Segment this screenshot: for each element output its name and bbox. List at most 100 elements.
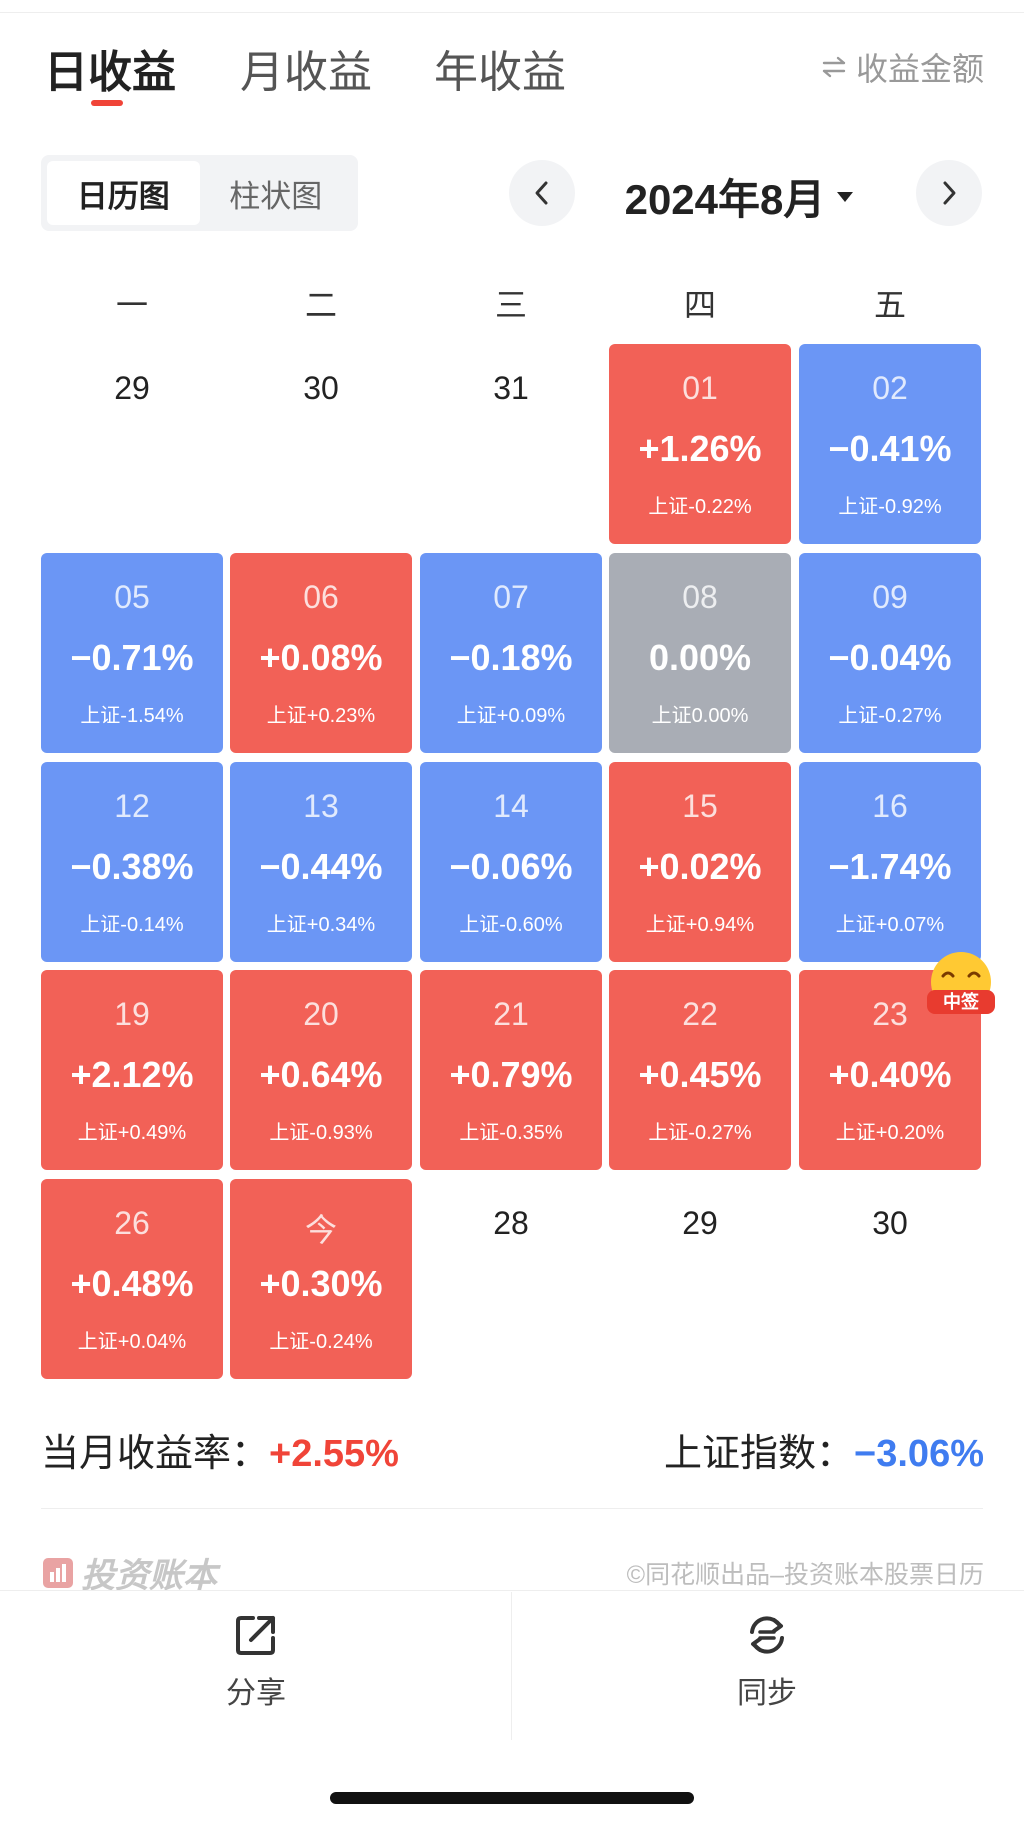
day-return: +0.08% (259, 637, 383, 678)
prev-month-button[interactable] (509, 160, 575, 226)
day-number: 20 (303, 996, 339, 1032)
day-index-return: 上证0.00% (651, 705, 749, 727)
chevron-left-icon (535, 181, 548, 205)
view-calendar-button[interactable]: 日历图 (47, 161, 200, 225)
day-return: −0.38% (70, 846, 194, 887)
calendar-day-cell[interactable]: 05 −0.71% 上证-1.54% (41, 553, 223, 753)
calendar-day-cell[interactable]: 19 +2.12% 上证+0.49% (41, 970, 223, 1170)
weekday-thu: 四 (683, 287, 716, 323)
calendar-day-cell: 29 (609, 1179, 791, 1379)
day-number: 23 (872, 996, 908, 1032)
top-divider (0, 12, 1024, 13)
amount-toggle-button[interactable]: 收益金额 (820, 44, 984, 90)
bottom-bar-divider (511, 1592, 512, 1740)
calendar-day-cell[interactable]: 今 +0.30% 上证-0.24% (230, 1179, 412, 1379)
calendar-day-cell[interactable]: 01 +1.26% 上证-0.22% (609, 344, 791, 544)
day-index-return: 上证+0.04% (77, 1331, 187, 1353)
day-number: 06 (303, 579, 339, 615)
day-number: 16 (872, 788, 908, 824)
weekday-fri: 五 (873, 287, 906, 323)
day-return: −0.06% (449, 846, 573, 887)
day-return: −0.04% (828, 637, 952, 678)
day-number: 30 (872, 1205, 908, 1241)
next-month-button[interactable] (916, 160, 982, 226)
bottom-action-bar (0, 1590, 1024, 1740)
calendar-day-cell[interactable]: 09 −0.04% 上证-0.27% (799, 553, 981, 753)
day-index-return: 上证+0.20% (835, 1122, 945, 1144)
day-number: 22 (682, 996, 718, 1032)
day-return: −0.44% (259, 846, 383, 887)
day-return: −1.74% (828, 846, 952, 887)
calendar-day-cell[interactable]: 20 +0.64% 上证-0.93% (230, 970, 412, 1170)
weekday-wed: 三 (494, 287, 527, 323)
day-index-return: 上证+0.49% (77, 1122, 187, 1144)
month-return-value: +2.55% (269, 1433, 399, 1475)
calendar-day-cell: 29 (41, 344, 223, 544)
day-index-return: 上证+0.23% (266, 705, 376, 727)
day-number: 12 (114, 788, 150, 824)
day-index-return: 上证+0.94% (645, 914, 755, 936)
day-index-return: 上证-0.24% (269, 1331, 373, 1353)
index-value: −3.06% (854, 1433, 984, 1475)
weekday-mon: 一 (115, 287, 148, 323)
calendar-day-cell[interactable]: 22 +0.45% 上证-0.27% (609, 970, 791, 1170)
brand-name: 投资账本 (81, 1557, 217, 1595)
summary-divider (41, 1508, 983, 1509)
calendar-day-cell[interactable]: 15 +0.02% 上证+0.94% (609, 762, 791, 962)
calendar-day-cell[interactable]: 12 −0.38% 上证-0.14% (41, 762, 223, 962)
tab-yearly[interactable]: 年收益 (434, 48, 566, 97)
day-return: −0.71% (70, 637, 194, 678)
day-return: 0.00% (648, 637, 752, 678)
share-button[interactable]: 分享 (156, 1612, 356, 1712)
calendar-day-cell[interactable]: 13 −0.44% 上证+0.34% (230, 762, 412, 962)
index-label: 上证指数： (664, 1433, 855, 1475)
sync-label: 同步 (737, 1677, 797, 1710)
day-number: 29 (682, 1205, 718, 1241)
tab-active-indicator (91, 100, 123, 106)
view-bar-button[interactable]: 柱状图 (229, 178, 323, 214)
calendar-day-cell[interactable]: 14 −0.06% 上证-0.60% (420, 762, 602, 962)
sync-icon (750, 1616, 784, 1654)
month-picker[interactable]: 2024年8月 (600, 166, 880, 227)
day-number: 21 (493, 996, 529, 1032)
tab-daily[interactable]: 日收益 (44, 48, 176, 97)
day-return: −0.18% (449, 637, 573, 678)
day-return: +0.48% (70, 1263, 194, 1304)
tab-monthly[interactable]: 月收益 (240, 48, 372, 97)
day-number: 今 (304, 1212, 337, 1248)
calendar-day-cell[interactable]: 02 −0.41% 上证-0.92% (799, 344, 981, 544)
day-number: 02 (872, 370, 908, 406)
home-indicator (330, 1792, 694, 1804)
day-number: 13 (303, 788, 339, 824)
day-index-return: 上证-0.35% (459, 1122, 563, 1144)
day-number: 31 (493, 370, 529, 406)
calendar-day-cell: 30 (799, 1179, 981, 1379)
brand-icon (43, 1557, 73, 1588)
calendar-day-cell[interactable]: 07 −0.18% 上证+0.09% (420, 553, 602, 753)
day-index-return: 上证-0.93% (269, 1122, 373, 1144)
day-index-return: 上证-0.27% (648, 1122, 752, 1144)
day-number: 29 (114, 370, 150, 406)
calendar-day-cell[interactable]: 06 +0.08% 上证+0.23% (230, 553, 412, 753)
day-index-return: 上证-0.14% (80, 914, 184, 936)
day-return: +0.30% (259, 1263, 383, 1304)
index-summary: 上证指数：−3.06% (664, 1422, 984, 1477)
calendar-day-cell[interactable]: 16 −1.74% 上证+0.07% (799, 762, 981, 962)
calendar-day-cell[interactable]: 26 +0.48% 上证+0.04% (41, 1179, 223, 1379)
caret-down-icon (837, 191, 854, 202)
calendar-day-cell[interactable]: 21 +0.79% 上证-0.35% (420, 970, 602, 1170)
weekday-tue: 二 (304, 287, 337, 323)
day-number: 07 (493, 579, 529, 615)
day-index-return: 上证+0.34% (266, 914, 376, 936)
brand-logo: 投资账本 (41, 1548, 217, 1597)
day-index-return: 上证+0.09% (456, 705, 566, 727)
calendar-day-cell[interactable]: 08 0.00% 上证0.00% (609, 553, 791, 753)
day-return: +0.40% (828, 1054, 952, 1095)
badge-label: 中签 (943, 991, 980, 1012)
sync-button[interactable]: 同步 (667, 1612, 867, 1712)
copyright-text: ©同花顺出品–投资账本股票日历 (626, 1561, 984, 1589)
swap-icon (822, 56, 846, 78)
day-index-return: 上证-0.27% (838, 705, 942, 727)
share-label: 分享 (226, 1677, 286, 1710)
